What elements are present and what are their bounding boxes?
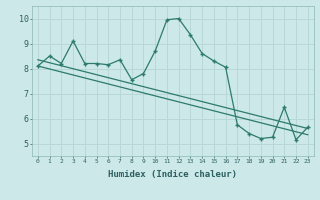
- X-axis label: Humidex (Indice chaleur): Humidex (Indice chaleur): [108, 170, 237, 179]
